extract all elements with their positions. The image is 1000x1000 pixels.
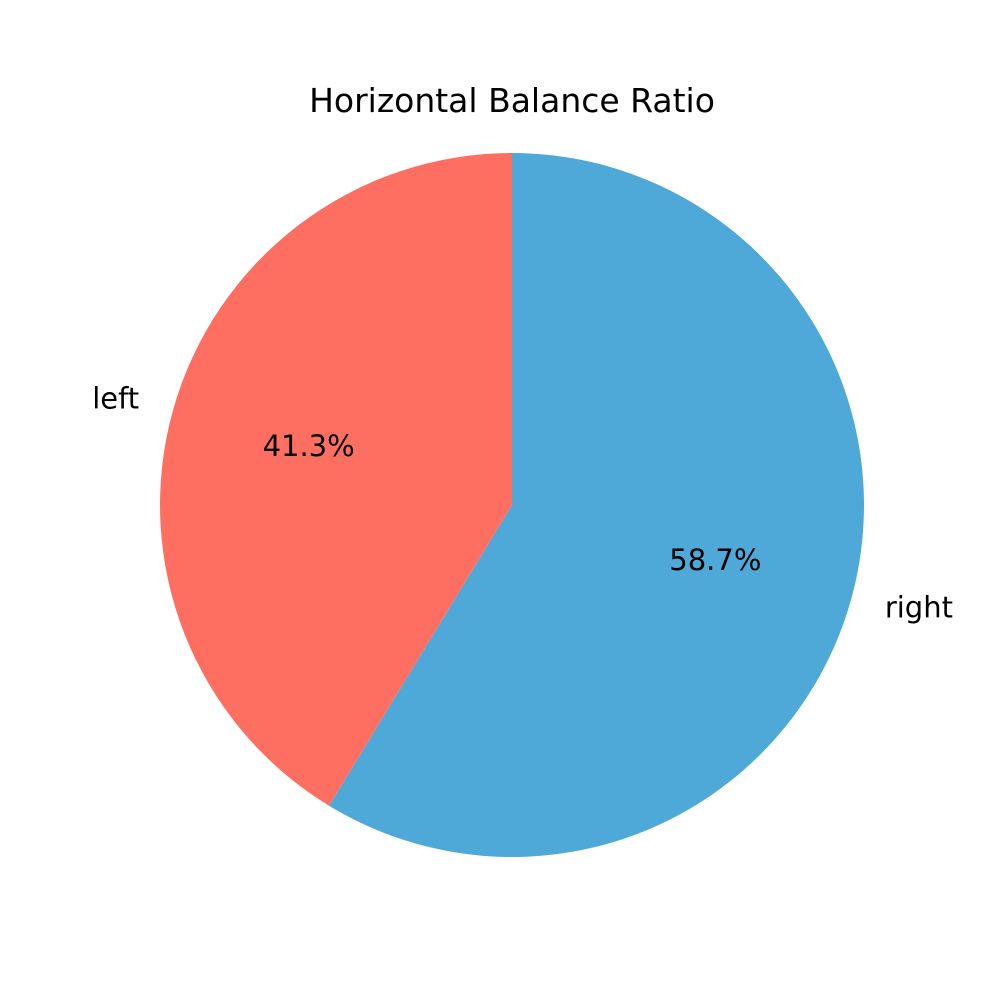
slice-percent-left: 41.3% (263, 429, 355, 463)
pie-slice-right (329, 153, 864, 857)
slice-label-left: left (92, 381, 139, 415)
slice-label-right: right (885, 591, 953, 625)
chart-title: Horizontal Balance Ratio (309, 81, 715, 120)
pie-slices (159, 152, 864, 857)
pie-slice-left (159, 152, 512, 806)
slice-percent-right: 58.7% (669, 543, 761, 577)
pie-labels: right 58.7% left 41.3% (92, 381, 953, 624)
